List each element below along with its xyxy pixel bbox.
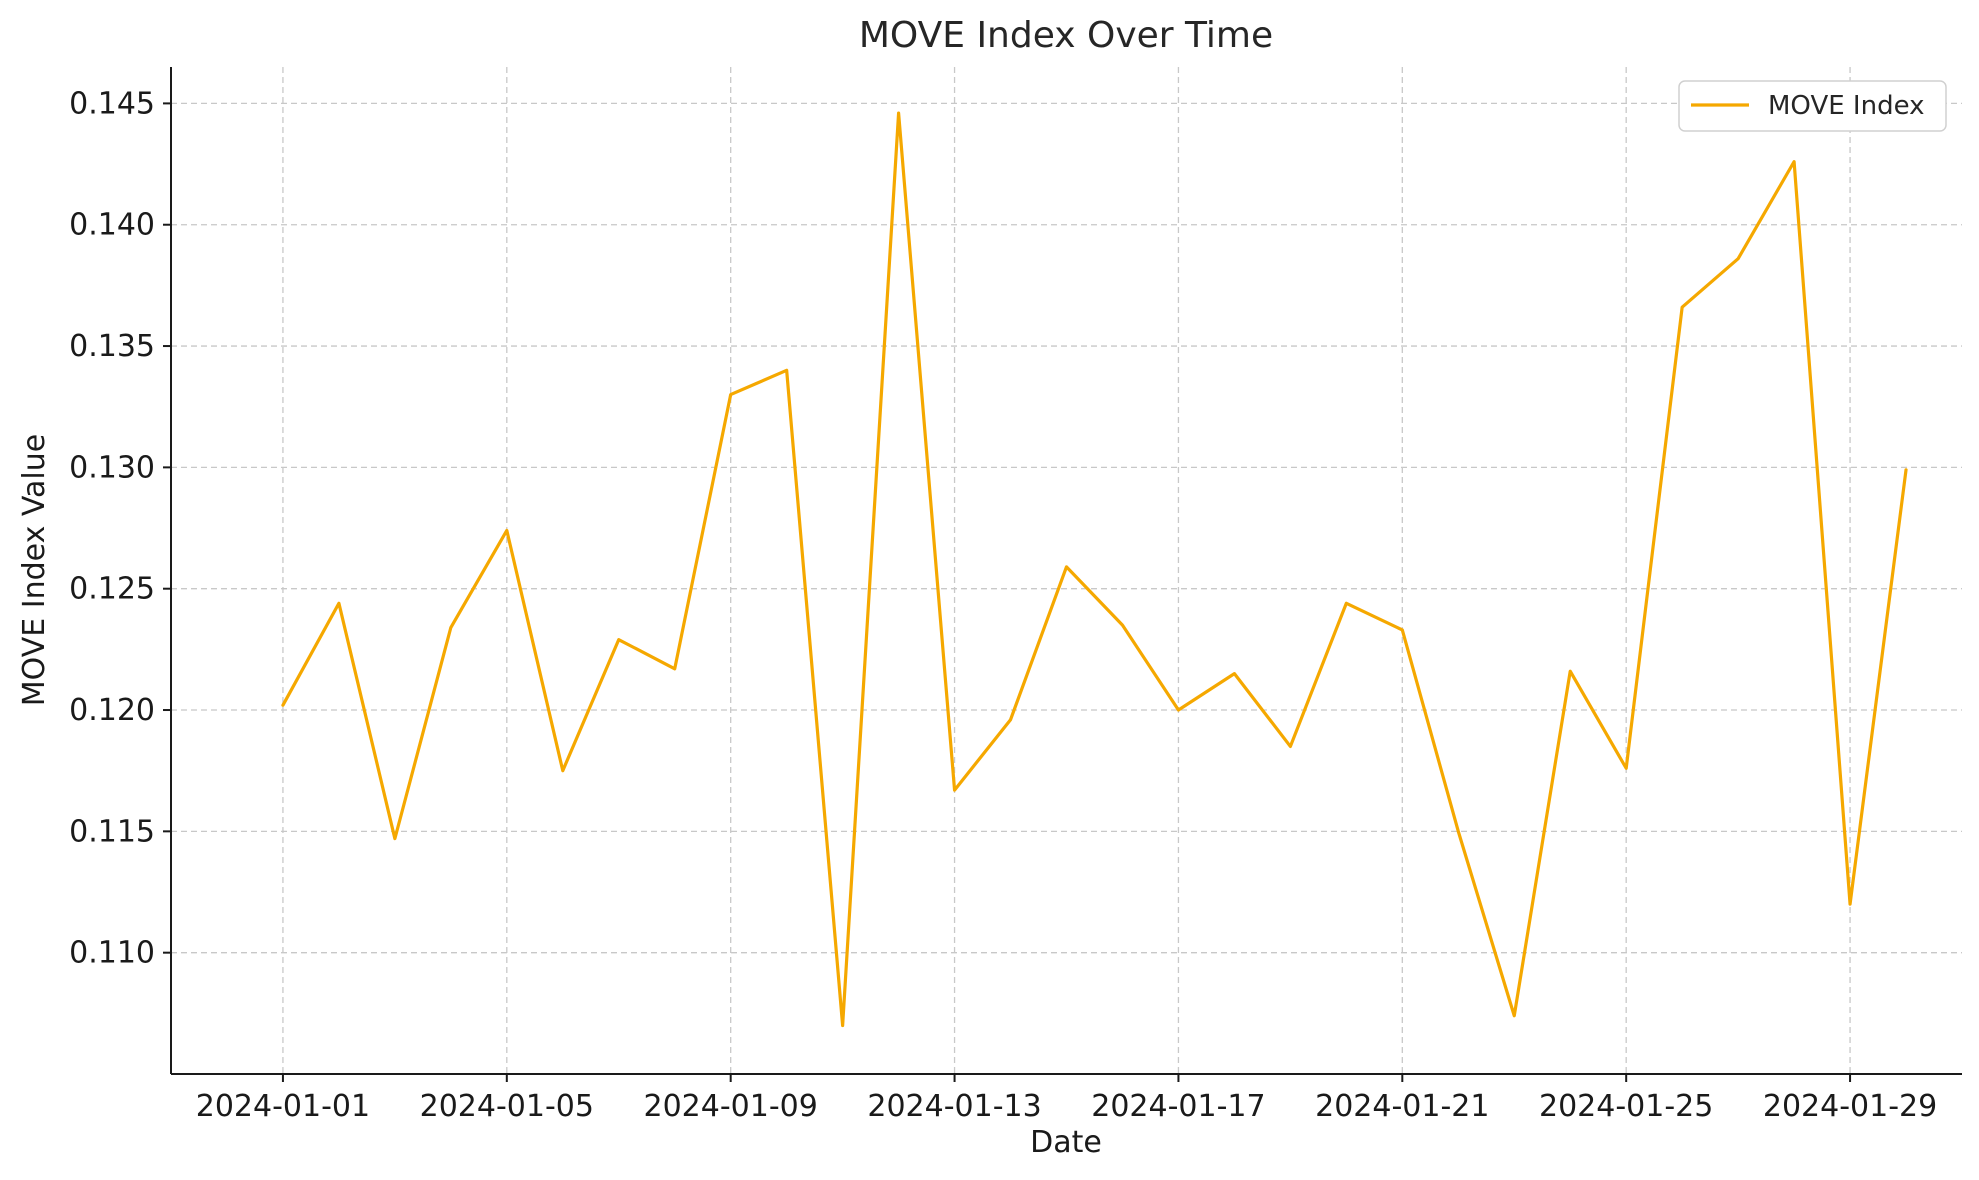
data-point bbox=[1400, 628, 1404, 632]
data-point bbox=[1344, 601, 1348, 605]
data-point bbox=[1792, 160, 1796, 164]
y-tick-label: 0.140 bbox=[69, 208, 155, 243]
data-point bbox=[1288, 744, 1292, 748]
series-layer bbox=[281, 111, 1908, 1028]
data-point bbox=[449, 626, 453, 630]
data-point bbox=[897, 111, 901, 115]
data-point bbox=[673, 667, 677, 671]
y-tick-label: 0.125 bbox=[69, 572, 155, 607]
data-point bbox=[1456, 829, 1460, 833]
data-point bbox=[1848, 902, 1852, 906]
data-point bbox=[1065, 565, 1069, 569]
x-axis-title: Date bbox=[1030, 1125, 1102, 1160]
chart-title: MOVE Index Over Time bbox=[859, 15, 1273, 56]
data-point bbox=[1568, 669, 1572, 673]
legend-label: MOVE Index bbox=[1768, 91, 1925, 121]
y-tick-label: 0.135 bbox=[69, 329, 155, 364]
data-point bbox=[953, 788, 957, 792]
y-axis-title: MOVE Index Value bbox=[17, 434, 52, 707]
x-tick-label: 2024-01-01 bbox=[196, 1089, 370, 1124]
data-point bbox=[1232, 672, 1236, 676]
y-tick-label: 0.130 bbox=[69, 450, 155, 485]
data-point bbox=[1176, 708, 1180, 712]
data-point bbox=[1736, 257, 1740, 261]
y-tick-label: 0.145 bbox=[69, 86, 155, 121]
legend: MOVE Index bbox=[1678, 80, 1947, 132]
data-point bbox=[1624, 766, 1628, 770]
x-tick-label: 2024-01-05 bbox=[420, 1089, 594, 1124]
data-point bbox=[281, 703, 285, 707]
x-tick-label: 2024-01-29 bbox=[1763, 1089, 1937, 1124]
x-tick-label: 2024-01-09 bbox=[644, 1089, 818, 1124]
data-point bbox=[617, 638, 621, 642]
grid bbox=[171, 67, 1962, 1074]
legend-box bbox=[1678, 80, 1947, 132]
data-point bbox=[729, 393, 733, 397]
data-point bbox=[1680, 305, 1684, 309]
y-tick-label: 0.115 bbox=[69, 814, 155, 849]
data-point bbox=[1120, 623, 1124, 627]
x-tick-label: 2024-01-25 bbox=[1539, 1089, 1713, 1124]
y-tick-label: 0.120 bbox=[69, 693, 155, 728]
data-point bbox=[1009, 718, 1013, 722]
y-ticks: 0.110 0.115 0.120 0.125 0.130 0.135 0.140 0.145 bbox=[69, 86, 171, 971]
axes bbox=[170, 67, 1962, 1075]
data-point bbox=[505, 528, 509, 532]
data-point bbox=[1512, 1014, 1516, 1018]
data-point bbox=[785, 368, 789, 372]
x-tick-label: 2024-01-21 bbox=[1315, 1089, 1489, 1124]
y-tick-label: 0.110 bbox=[69, 936, 155, 971]
data-point bbox=[561, 769, 565, 773]
x-tick-label: 2024-01-13 bbox=[867, 1089, 1041, 1124]
data-point bbox=[337, 601, 341, 605]
data-point bbox=[393, 837, 397, 841]
data-point bbox=[841, 1023, 845, 1027]
series-line-move-index bbox=[281, 111, 1908, 1028]
data-point bbox=[1904, 468, 1908, 472]
x-tick-label: 2024-01-17 bbox=[1091, 1089, 1265, 1124]
x-ticks: 2024-01-01 2024-01-05 2024-01-09 2024-01-13… bbox=[196, 1074, 1937, 1124]
